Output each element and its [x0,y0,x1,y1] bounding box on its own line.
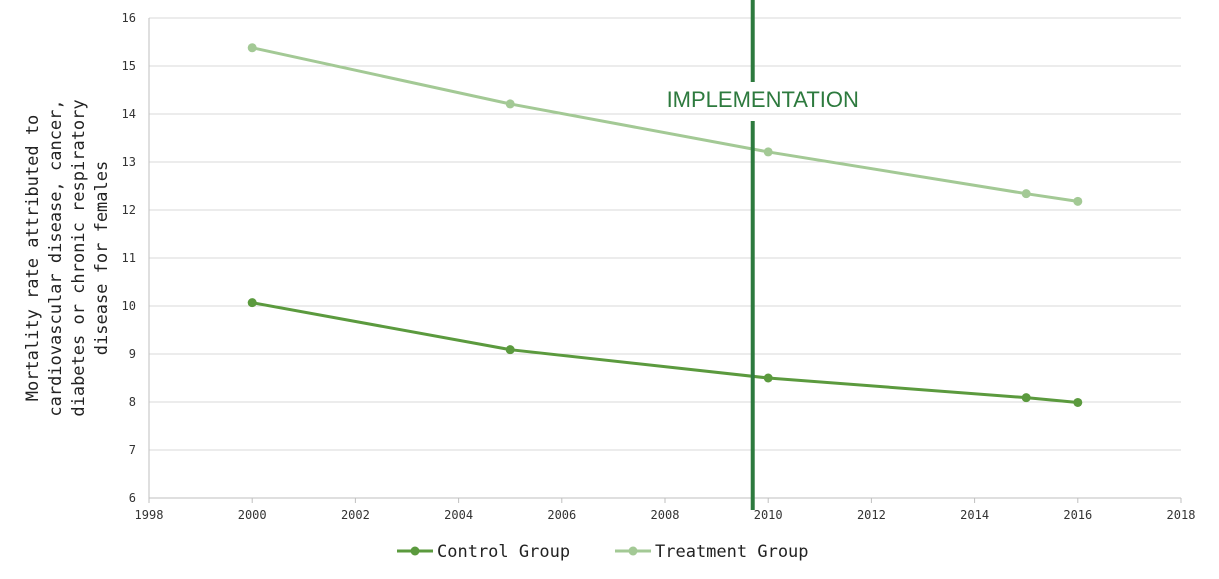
implementation-label: IMPLEMENTATION [667,87,859,112]
y-tick-label: 8 [129,395,136,409]
legend-label: Control Group [437,542,570,562]
x-tick-label: 2000 [238,508,267,522]
y-tick-label: 14 [122,107,136,121]
series-treatment [247,43,1083,206]
x-tick-labels: 1998 2000 2002 2004 2006 2008 2010 2012 2014 2016… [135,508,1196,522]
series-control [247,298,1083,407]
y-tick-label: 10 [122,299,136,313]
y-tick-label: 13 [122,155,136,169]
gridlines [149,17,1181,451]
data-point [247,298,257,308]
series-line [251,301,1078,404]
axes [148,18,1182,503]
y-axis-label-line: Mortality rate attributed to [23,115,43,402]
x-tick-label: 2010 [754,508,783,522]
x-tick-label: 2018 [1167,508,1196,522]
legend: Control Group Treatment Group [397,542,809,562]
data-point [505,99,515,109]
x-tick-label: 2004 [444,508,473,522]
y-tick-label: 16 [122,11,136,25]
legend-swatch-marker [410,546,420,556]
y-tick-label: 9 [129,347,136,361]
data-point [247,43,257,53]
x-tick-label: 2008 [651,508,680,522]
data-point [763,373,773,383]
y-tick-label: 7 [129,443,136,457]
y-axis-label-line: disease for females [92,161,112,355]
series-lines [247,43,1083,407]
x-tick-label: 2014 [960,508,989,522]
x-tick-label: 1998 [135,508,164,522]
legend-swatch-marker [628,546,638,556]
y-tick-label: 12 [122,203,136,217]
legend-item-treatment: Treatment Group [615,542,809,562]
x-tick-label: 2012 [857,508,886,522]
data-point [763,147,773,157]
x-tick-label: 2002 [341,508,370,522]
data-point [1073,397,1083,407]
legend-item-control: Control Group [397,542,570,562]
y-tick-labels: 6 7 8 9 10 11 12 13 14 15 16 [122,11,136,505]
data-point [1073,196,1083,206]
data-point [505,345,515,355]
y-axis-label: Mortality rate attributed to cardiovascul… [23,99,112,416]
y-axis-label-line: diabetes or chronic respiratory [69,99,89,416]
x-tick-label: 2006 [547,508,576,522]
y-axis-label-line: cardiovascular disease, cancer, [46,99,66,416]
y-tick-label: 6 [129,491,136,505]
implementation-annotation: IMPLEMENTATION [667,0,859,510]
y-tick-label: 11 [122,251,136,265]
series-line [251,46,1079,203]
y-tick-label: 15 [122,59,136,73]
legend-label: Treatment Group [655,542,809,562]
x-tick-label: 2016 [1063,508,1092,522]
data-point [1021,393,1031,403]
data-point [1021,189,1031,199]
